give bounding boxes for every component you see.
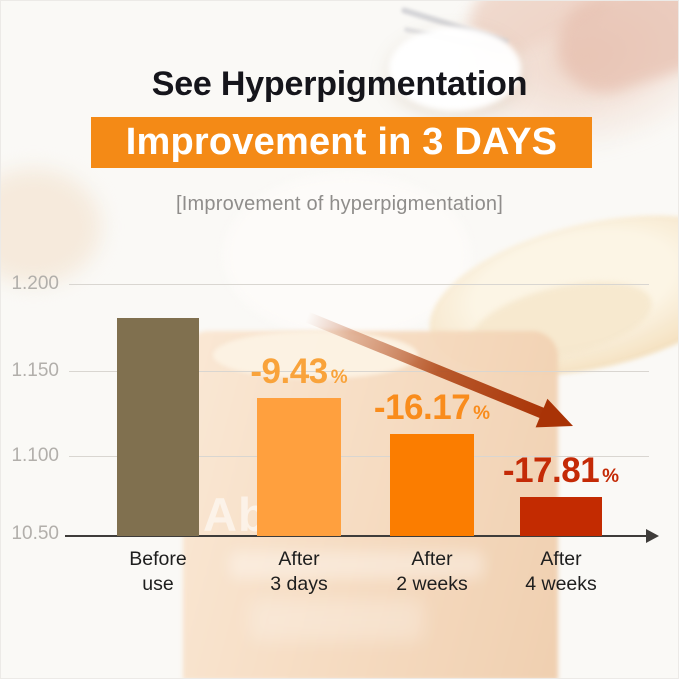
cotton-pad-image xyxy=(389,27,521,111)
cotton-pad-image xyxy=(223,173,471,338)
bar-column-after-3-days: -9.43% xyxy=(250,261,348,536)
gridline xyxy=(69,456,649,457)
change-percentage-label: -17.81% xyxy=(502,451,620,490)
jar-label-blurred-text xyxy=(249,599,424,641)
bar-after-2-weeks xyxy=(390,434,474,536)
change-percentage-label: -16.17% xyxy=(373,388,491,427)
change-percentage-label: -9.43% xyxy=(250,352,348,391)
banner-text: Improvement in 3 DAYS xyxy=(125,121,558,163)
x-axis-label-after-3-days: After 3 days xyxy=(270,548,328,595)
y-axis-tick-label: 1.100 xyxy=(11,445,59,466)
bar-column-before-use: % xyxy=(117,261,199,536)
bar-column-after-2-weeks: -16.17% xyxy=(374,261,490,536)
bar-column-after-4-weeks: -17.81% xyxy=(503,261,619,536)
y-axis-tick-label: 1.200 xyxy=(11,273,59,294)
page-title: See Hyperpigmentation xyxy=(151,65,528,103)
x-axis-arrowhead-icon xyxy=(646,529,659,543)
x-axis-label-after-4-weeks: After 4 weeks xyxy=(525,548,597,595)
y-axis-tick-label: 1.150 xyxy=(11,360,59,381)
x-axis-label-before-use: Before use xyxy=(129,548,187,595)
highlight-banner: Improvement in 3 DAYS xyxy=(91,117,592,168)
x-axis-line xyxy=(65,535,647,537)
chart-subtitle: [Improvement of hyperpigmentation] xyxy=(176,193,503,215)
bar-before-use xyxy=(117,318,199,536)
y-axis-tick-label: 10.50 xyxy=(11,523,59,544)
gridline xyxy=(69,284,649,285)
jar-label-blurred-text xyxy=(229,551,484,579)
bar-after-3-days xyxy=(257,398,341,536)
jar-label-watermark: Ab xyxy=(203,488,268,541)
bar-after-4-weeks xyxy=(520,497,602,536)
x-axis-label-after-2-weeks: After 2 weeks xyxy=(396,548,468,595)
